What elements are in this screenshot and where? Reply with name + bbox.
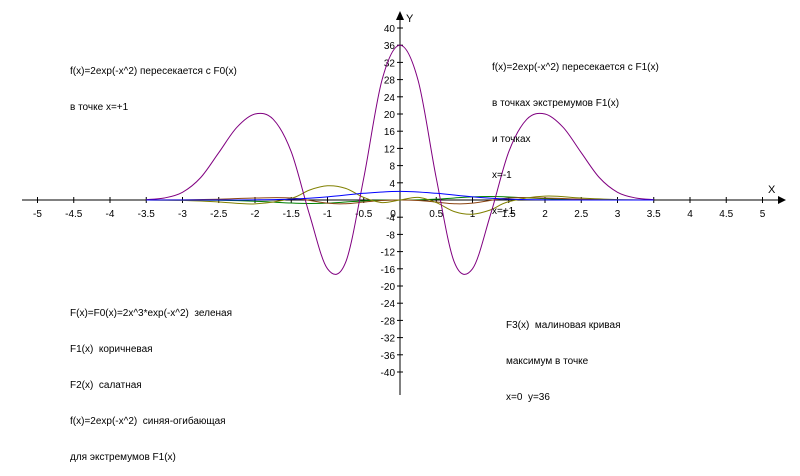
x-tick-label: -3 — [178, 209, 187, 220]
x-tick-label: -5 — [33, 209, 42, 220]
y-axis-label: Y — [406, 13, 414, 25]
y-tick-label: 4 — [389, 179, 395, 190]
note-top-left: f(x)=2exp(-x^2) пересекается с F0(x) в т… — [70, 42, 237, 126]
note-line: F1(x) коричневая — [70, 344, 153, 355]
note-line: F2(x) салатная — [70, 380, 142, 391]
note-line: x=0 y=36 — [506, 392, 550, 403]
note-line: f(x)=2exp(-x^2) синяя-огибающая — [70, 416, 226, 427]
note-top-right: f(x)=2exp(-x^2) пересекается с F1(x) в т… — [492, 38, 659, 230]
x-tick-label: -3.5 — [138, 209, 156, 220]
y-tick-label: -12 — [381, 248, 396, 259]
note-bottom-left: F(x)=F0(x)=2x^3*exp(-x^2) зеленая F1(x) … — [70, 284, 232, 476]
series-line-3 — [146, 44, 654, 275]
y-tick-label: -8 — [386, 230, 395, 241]
y-tick-label: 36 — [384, 41, 396, 52]
y-tick-label: 32 — [384, 58, 396, 69]
y-tick-label: -28 — [381, 316, 396, 327]
x-tick-label: -2.5 — [210, 209, 228, 220]
note-line: f(x)=2exp(-x^2) пересекается с F0(x) — [70, 66, 237, 77]
x-tick-label: 2.5 — [574, 209, 588, 220]
y-tick-label: 20 — [384, 110, 396, 121]
x-axis-arrow — [778, 196, 786, 204]
note-line: x=+1 — [492, 206, 515, 217]
x-tick-label: -2 — [251, 209, 260, 220]
x-tick-label: -1.5 — [283, 209, 301, 220]
note-line: в точке x=+1 — [70, 102, 129, 113]
y-tick-label: 24 — [384, 93, 396, 104]
note-line: f(x)=2exp(-x^2) пересекается с F1(x) — [492, 62, 659, 73]
note-line: в точках экстремумов F1(x) — [492, 98, 620, 109]
note-line: максимум в точке — [506, 356, 589, 367]
y-tick-label: -16 — [381, 265, 396, 276]
x-tick-label: 4.5 — [719, 209, 733, 220]
series-layer — [146, 44, 654, 275]
x-axis-label: X — [768, 184, 776, 196]
y-tick-label: 8 — [389, 162, 395, 173]
x-tick-label: 4 — [687, 209, 693, 220]
x-tick-label: 3 — [615, 209, 621, 220]
y-tick-label: -40 — [381, 368, 396, 379]
note-line: F3(x) малиновая кривая — [506, 320, 621, 331]
y-tick-label: 16 — [384, 127, 396, 138]
x-tick-label: -4.5 — [65, 209, 83, 220]
x-tick-label: 5 — [760, 209, 766, 220]
function-plot: X Y -5 -4.5 -4 -3.5 -3 -2.5 -2 -1.5 -1 -0.5 0 0.5 1 1… — [22, 11, 786, 395]
y-tick-label: -36 — [381, 351, 396, 362]
x-tick-label: 0.5 — [429, 209, 443, 220]
x-tick-label: -1 — [323, 209, 332, 220]
y-tick-label: -32 — [381, 334, 396, 345]
x-tick-label: -4 — [106, 209, 115, 220]
x-tick-label: 3.5 — [647, 209, 661, 220]
note-line: и точках — [492, 134, 531, 145]
series-line-2 — [146, 185, 654, 215]
y-ticks: 40 36 32 28 24 20 16 12 8 4 -4 -8 -12 -16 -20 -24 -28 -32… — [381, 24, 403, 379]
y-tick-label: 28 — [384, 76, 396, 87]
note-line: x=-1 — [492, 170, 512, 181]
y-tick-label: 12 — [384, 144, 396, 155]
x-tick-label: 2 — [542, 209, 548, 220]
y-tick-label: -24 — [381, 299, 396, 310]
note-line: F(x)=F0(x)=2x^3*exp(-x^2) зеленая — [70, 308, 233, 319]
x-tick-label: 1.5 — [502, 209, 516, 220]
series-line-4 — [146, 190, 654, 201]
y-tick-label: -20 — [381, 282, 396, 293]
x-tick-label: 0 — [390, 209, 396, 220]
y-axis-arrow — [396, 11, 404, 20]
y-tick-label: -4 — [386, 213, 395, 224]
y-tick-label: 40 — [384, 24, 396, 35]
note-line: для экстремумов F1(x) — [70, 452, 176, 463]
x-tick-label: -0.5 — [355, 209, 373, 220]
note-bottom-right: F3(x) малиновая кривая максимум в точке … — [506, 296, 620, 416]
